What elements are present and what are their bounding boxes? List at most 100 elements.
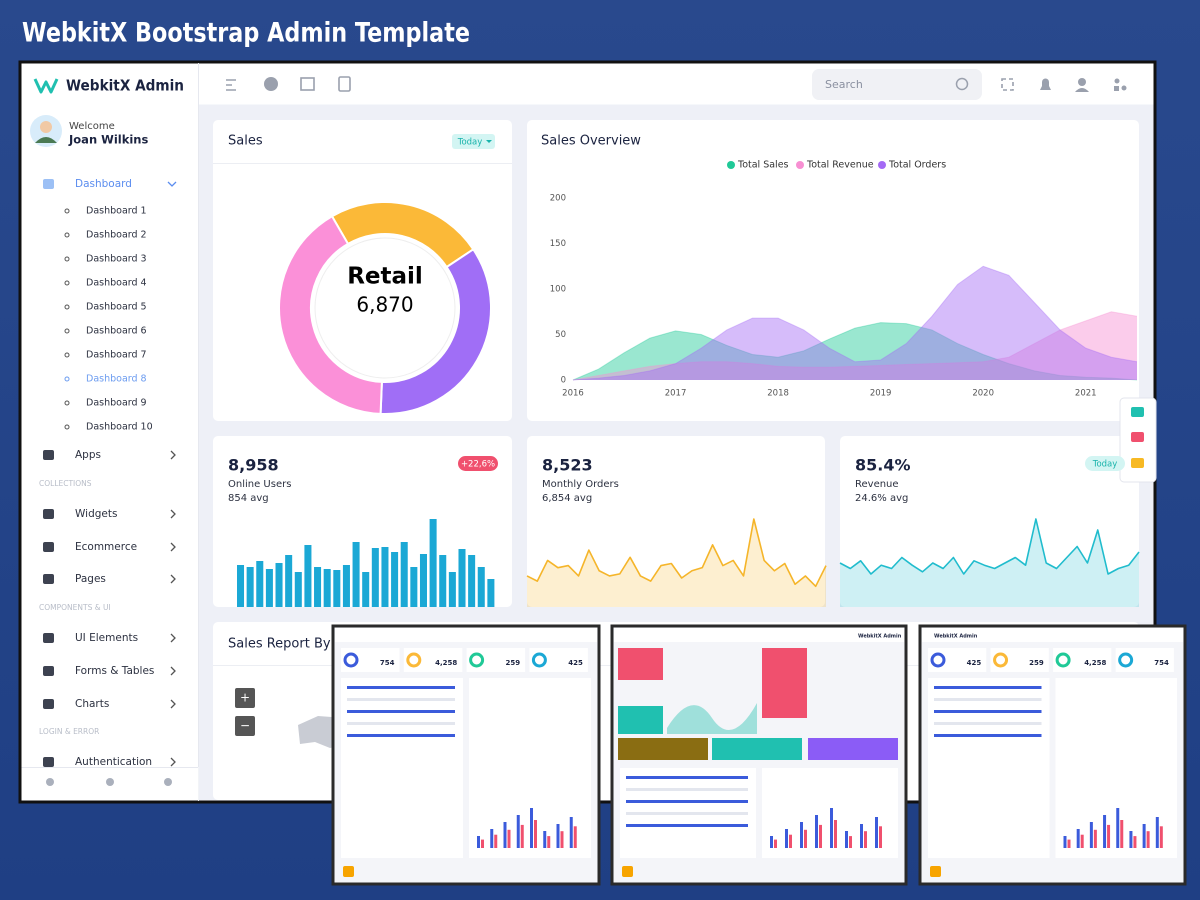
preview-stat-box [403, 648, 463, 672]
submenu-item[interactable]: Dashboard 8 [86, 374, 147, 385]
legend-label[interactable]: Total Sales [737, 160, 789, 171]
preview-line [934, 734, 1042, 737]
clipboard-icon[interactable] [338, 76, 351, 92]
footer-icon[interactable] [164, 778, 172, 786]
preview-bar [1146, 831, 1150, 848]
preview-bar [520, 824, 524, 848]
menu-item[interactable]: Charts [75, 698, 109, 710]
topbar-icons[interactable] [226, 76, 351, 92]
submenu-item[interactable]: Dashboard 9 [86, 398, 147, 409]
menu-icon[interactable] [43, 542, 54, 552]
submenu-item[interactable]: Dashboard 4 [86, 278, 147, 289]
chevron [170, 757, 176, 767]
menu-icon[interactable] [43, 633, 54, 643]
search-placeholder[interactable]: Search [825, 78, 863, 91]
fullscreen-icon[interactable] [1001, 78, 1014, 91]
menu-icon[interactable] [43, 450, 54, 460]
area-fill [527, 519, 826, 607]
preview-stat-box [529, 648, 588, 672]
preview-bar [1129, 831, 1133, 848]
legend-label[interactable]: Total Revenue [806, 160, 874, 171]
preview-fab[interactable] [343, 866, 354, 877]
menu-icon[interactable] [43, 509, 54, 519]
badge[interactable] [1085, 456, 1125, 471]
preview-bar [774, 839, 777, 848]
welcome-text: Welcome [69, 121, 115, 132]
chevron [170, 633, 176, 643]
footer-icon[interactable] [46, 778, 54, 786]
bar [294, 572, 302, 607]
floating-icon[interactable] [1131, 458, 1144, 468]
search-box[interactable] [812, 69, 982, 100]
zoom-out-text[interactable]: − [240, 719, 250, 733]
area-line [526, 518, 827, 588]
menu-item[interactable]: UI Elements [75, 632, 138, 644]
submenu-item[interactable]: Dashboard 10 [86, 422, 153, 433]
preview-bar [864, 831, 867, 848]
bar [400, 542, 408, 607]
preview-panel [928, 678, 1050, 858]
zoom-in-button[interactable] [235, 688, 255, 708]
preview-bar [1116, 808, 1120, 848]
bell-icon[interactable] [1040, 78, 1051, 91]
floating-icon[interactable] [1131, 407, 1144, 417]
bar [439, 555, 447, 607]
zoom-in-text[interactable]: + [240, 691, 250, 705]
badge-text[interactable]: Today [457, 138, 483, 148]
legend-marker[interactable] [878, 161, 886, 169]
menu-item[interactable]: Apps [75, 449, 101, 461]
menu-icon[interactable] [226, 79, 236, 91]
menu-icon[interactable] [43, 699, 54, 709]
preview-fab[interactable] [622, 866, 633, 877]
preview-fab[interactable] [930, 866, 941, 877]
submenu-item[interactable]: Dashboard 2 [86, 230, 147, 241]
menu-icon[interactable] [43, 179, 54, 189]
topbar-right-icons[interactable] [1001, 78, 1127, 92]
chat-icon[interactable] [264, 77, 278, 91]
preview-line [626, 788, 748, 791]
apps-icon[interactable] [1114, 78, 1120, 84]
badge-text[interactable]: +22,6% [461, 460, 495, 470]
floating-icon[interactable] [1131, 432, 1144, 442]
search-icon[interactable] [955, 77, 969, 91]
y-tick-label: 200 [550, 194, 566, 204]
badge-text[interactable]: Today [1092, 460, 1118, 470]
stat-value: 8,958 [228, 456, 279, 475]
legend-marker[interactable] [796, 161, 804, 169]
legend-label[interactable]: Total Orders [888, 160, 946, 171]
preview-bar [845, 831, 848, 848]
bar [265, 569, 273, 607]
menu-item[interactable]: Ecommerce [75, 541, 137, 553]
preview-bar [573, 826, 577, 848]
flag-icon[interactable] [300, 77, 315, 91]
preview-stat: 259 [505, 659, 520, 667]
menu-icon[interactable] [43, 757, 54, 767]
menu-item[interactable]: Authentication [75, 756, 152, 768]
submenu-item[interactable]: Dashboard 7 [86, 350, 147, 361]
submenu-item[interactable]: Dashboard 5 [86, 302, 147, 313]
submenu-item[interactable]: Dashboard 3 [86, 254, 147, 265]
preview-bar [556, 824, 560, 848]
footer-icon[interactable] [106, 778, 114, 786]
chevron [170, 699, 176, 709]
submenu-bullet [64, 376, 70, 382]
legend-marker[interactable] [727, 161, 735, 169]
badge[interactable] [452, 134, 495, 149]
preview-stat: 4,258 [435, 659, 457, 667]
preview-bar [477, 836, 480, 848]
menu-item[interactable]: Pages [75, 573, 106, 585]
apps-icon[interactable] [1121, 85, 1127, 91]
submenu-item[interactable]: Dashboard 1 [86, 206, 147, 217]
menu-item[interactable]: Widgets [75, 508, 117, 520]
user-icon-body[interactable] [1075, 88, 1089, 92]
menu-icon[interactable] [43, 666, 54, 676]
zoom-out-button[interactable] [235, 716, 255, 736]
apps-icon[interactable] [1114, 86, 1119, 91]
user-icon[interactable] [1078, 78, 1086, 86]
menu-icon[interactable] [43, 574, 54, 584]
menu-item[interactable]: Forms & Tables [75, 665, 154, 677]
submenu-item[interactable]: Dashboard 6 [86, 326, 147, 337]
menu-item[interactable]: Dashboard [75, 178, 132, 190]
badge[interactable] [458, 456, 498, 471]
preview-bar [543, 831, 547, 848]
